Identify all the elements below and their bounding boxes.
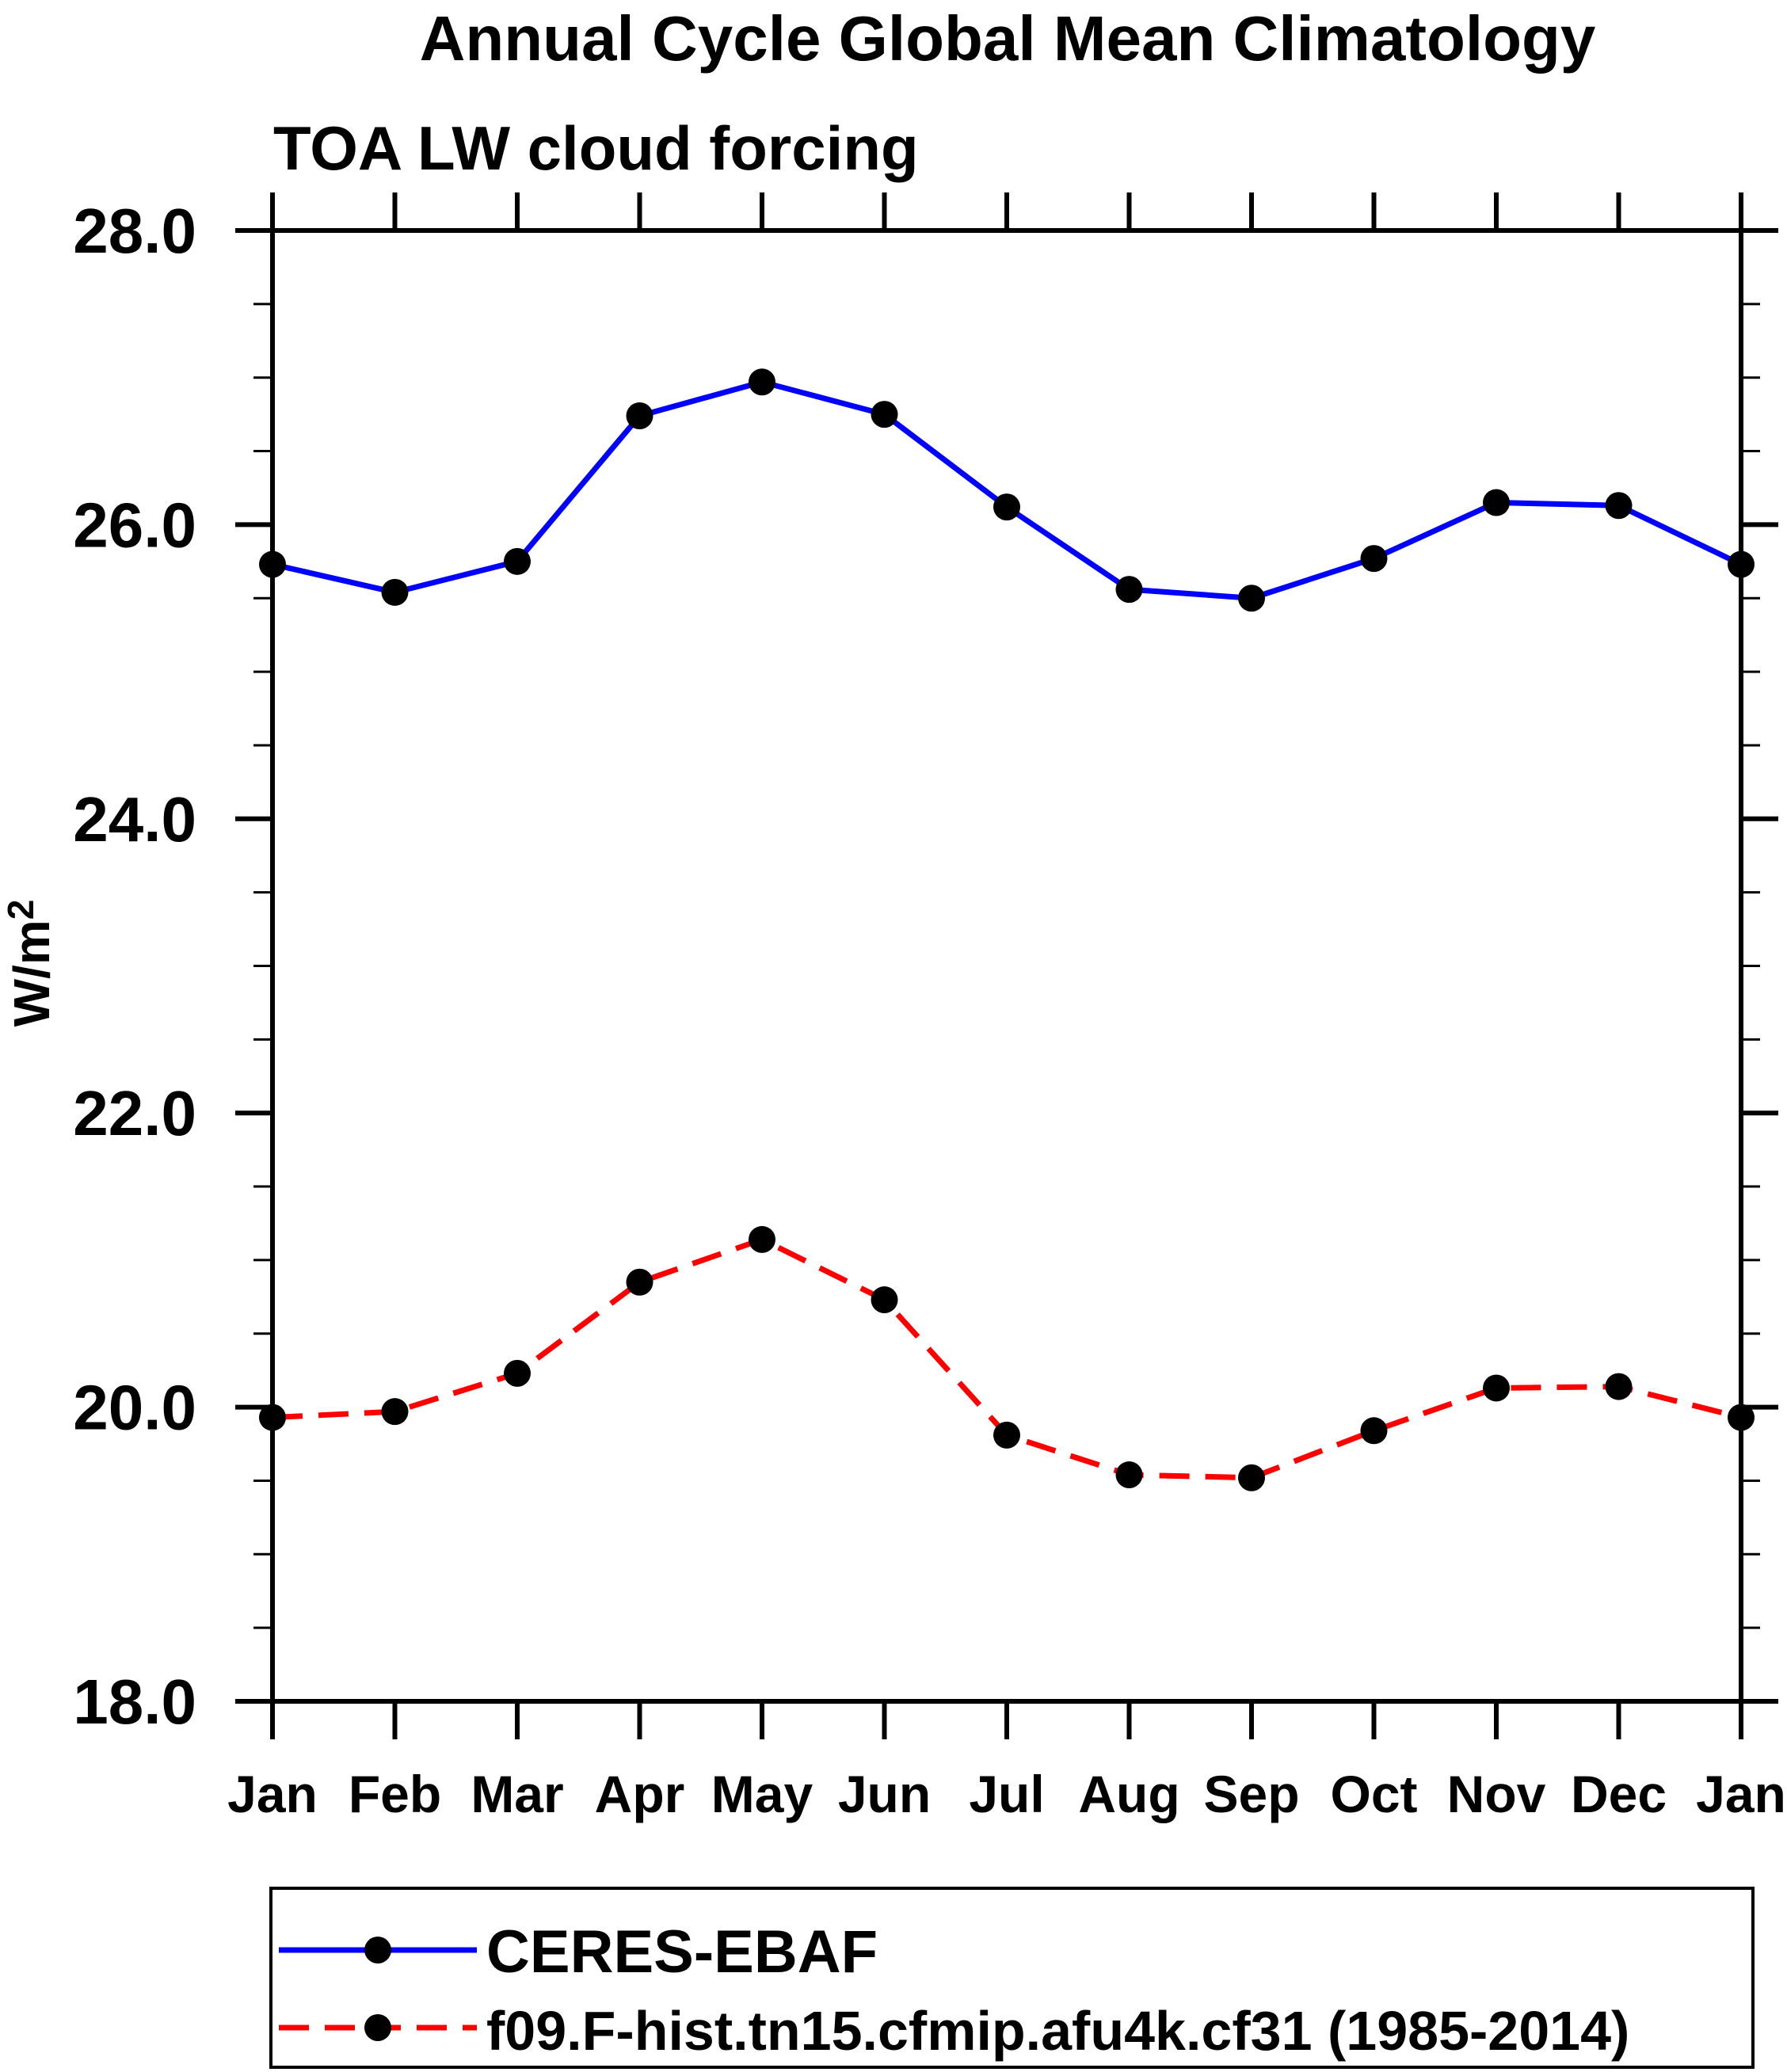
x-tick-label: Oct — [1330, 1765, 1417, 1823]
x-tick-label: May — [711, 1765, 813, 1823]
y-tick-label: 22.0 — [73, 1078, 196, 1148]
data-point — [1605, 1373, 1633, 1400]
data-point — [1728, 550, 1755, 578]
data-point — [1483, 1374, 1510, 1402]
plot-box — [270, 228, 1743, 1704]
y-axis-label-base: W/m — [3, 920, 60, 1026]
legend-box — [269, 1887, 1755, 2069]
legend-label-model: f09.F-hist.tn15.cfmip.afu4k.cf31 (1985-2… — [486, 2000, 1629, 2062]
data-point — [871, 1286, 898, 1314]
data-series — [272, 379, 1743, 1481]
data-point — [749, 368, 775, 396]
x-tick-label: Jul — [969, 1765, 1044, 1823]
x-tick-label: Mar — [471, 1765, 563, 1823]
x-tick-label: Feb — [349, 1765, 441, 1823]
legend-marker-dot — [364, 2014, 391, 2041]
data-point — [1115, 1461, 1143, 1489]
data-point — [504, 1359, 531, 1387]
y-tick-label: 26.0 — [73, 489, 196, 560]
data-point — [381, 1398, 409, 1426]
data-point — [1238, 585, 1265, 612]
data-point — [626, 402, 653, 429]
data-point — [749, 1225, 775, 1253]
legend-entry-ceres: CERES-EBAF — [279, 1918, 878, 1986]
data-point — [259, 550, 286, 578]
data-point — [1360, 1417, 1388, 1445]
data-point — [1360, 545, 1388, 573]
y-tick-label: 24.0 — [73, 784, 196, 855]
data-point — [259, 1404, 286, 1431]
data-point — [381, 578, 409, 606]
y-axis-tick-labels: 18.0 20.0 22.0 24.0 26.0 28.0 — [73, 196, 196, 1737]
x-tick-label: Nov — [1447, 1765, 1546, 1823]
data-point — [871, 401, 898, 428]
data-point — [993, 493, 1020, 521]
x-axis-tick-labels: Jan Feb Mar Apr May Jun Jul Aug Sep Oct Nov Dec Jan — [227, 1765, 1786, 1823]
x-tick-label: Sep — [1203, 1765, 1299, 1823]
x-tick-label: Jan — [1696, 1765, 1786, 1823]
chart-title: Annual Cycle Global Mean Climatology — [420, 3, 1596, 74]
x-tick-label: Jan — [227, 1765, 318, 1823]
legend-entry-model: f09.F-hist.tn15.cfmip.afu4k.cf31 (1985-2… — [279, 2000, 1629, 2062]
data-point — [1728, 1404, 1755, 1431]
y-tick-label: 18.0 — [73, 1666, 196, 1737]
x-tick-label: Jun — [838, 1765, 931, 1823]
data-markers — [259, 368, 1755, 1491]
data-point — [504, 547, 531, 575]
legend-marker-dot — [364, 1937, 391, 1963]
data-point — [1605, 492, 1633, 520]
data-point — [1483, 489, 1510, 516]
y-axis-ticks — [235, 228, 1778, 1704]
y-axis-label: W/m2 — [0, 900, 60, 1027]
data-point — [626, 1268, 653, 1296]
y-axis-label-exponent: 2 — [0, 900, 41, 920]
data-point — [1115, 576, 1143, 604]
data-point — [1238, 1464, 1265, 1491]
legend: CERES-EBAF f09.F-hist.tn15.cfmip.afu4k.c… — [269, 1887, 1755, 2069]
x-axis-ticks — [270, 192, 1743, 1739]
chart-subtitle: TOA LW cloud forcing — [273, 113, 919, 183]
legend-label-ceres: CERES-EBAF — [486, 1918, 878, 1986]
x-tick-label: Aug — [1078, 1765, 1179, 1823]
series-line-0 — [272, 379, 1743, 601]
x-tick-label: Dec — [1571, 1765, 1667, 1823]
data-point — [993, 1421, 1020, 1449]
y-tick-label: 20.0 — [73, 1373, 196, 1443]
y-tick-label: 28.0 — [73, 196, 196, 266]
x-tick-label: Apr — [595, 1765, 685, 1823]
